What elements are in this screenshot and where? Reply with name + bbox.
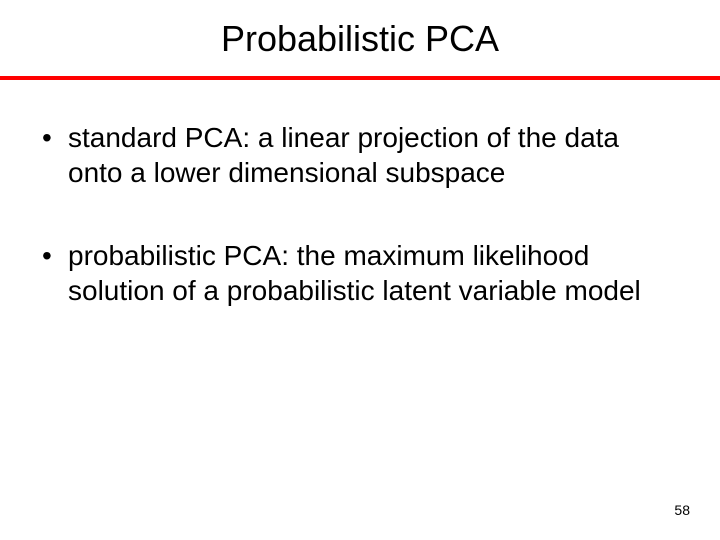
bullet-list: standard PCA: a linear projection of the…	[40, 120, 680, 308]
page-number: 58	[674, 502, 690, 518]
bullet-item: standard PCA: a linear projection of the…	[40, 120, 680, 190]
slide: Probabilistic PCA standard PCA: a linear…	[0, 0, 720, 540]
content-area: standard PCA: a linear projection of the…	[0, 80, 720, 308]
bullet-item: probabilistic PCA: the maximum likelihoo…	[40, 238, 680, 308]
slide-title: Probabilistic PCA	[0, 18, 720, 60]
title-area: Probabilistic PCA	[0, 0, 720, 72]
